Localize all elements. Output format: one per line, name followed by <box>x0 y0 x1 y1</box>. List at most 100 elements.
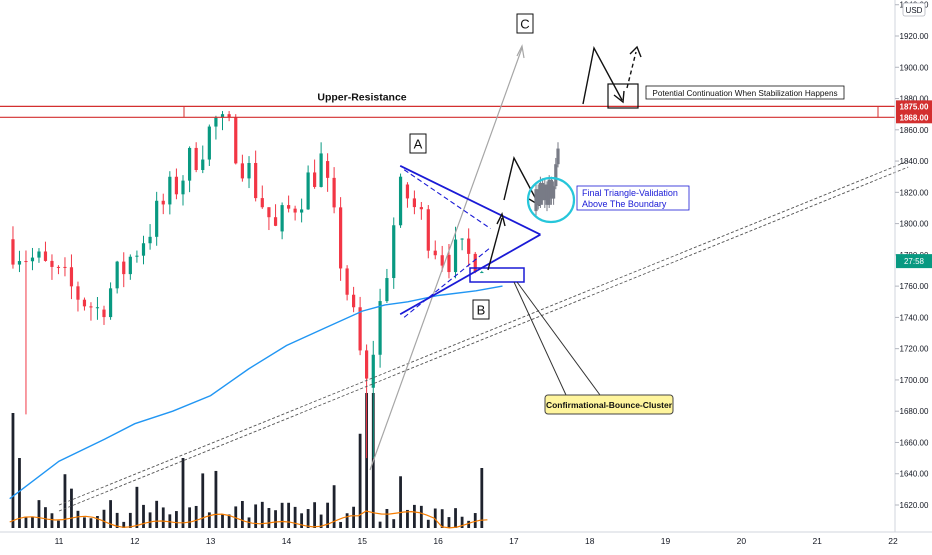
candle-body <box>82 299 87 307</box>
volume-bar <box>175 511 178 528</box>
volume-bar <box>76 510 80 528</box>
candle-body <box>128 256 132 275</box>
candle-body <box>141 243 146 256</box>
x-tick-label: 22 <box>888 536 898 546</box>
channel-line-upper <box>58 160 909 506</box>
zigzag-arrow <box>503 156 539 204</box>
y-tick-label: 1800.00 <box>900 220 929 229</box>
x-tick-label: 19 <box>661 536 671 546</box>
volume-bar <box>115 512 119 528</box>
volume-bar <box>260 501 264 528</box>
volume-bar <box>426 519 430 528</box>
candle-body <box>287 205 291 209</box>
volume-bar <box>102 509 106 528</box>
candle-body <box>426 209 430 251</box>
candle-body <box>460 238 464 240</box>
candle-body <box>345 268 349 295</box>
volume-bar <box>96 516 99 528</box>
volume-bar <box>201 473 205 528</box>
y-tick-label: 1660.00 <box>900 438 929 447</box>
candle-body <box>280 205 284 232</box>
projection-candle-body <box>549 179 553 199</box>
candle-body <box>148 236 152 244</box>
candle-body <box>371 354 375 388</box>
projection-candle-body <box>536 189 540 205</box>
x-tick-label: 21 <box>812 536 822 546</box>
label-a: A <box>414 137 423 152</box>
candle-body <box>306 172 310 210</box>
candle-body <box>115 261 119 289</box>
volume-bar <box>460 516 464 528</box>
volume-bar <box>467 520 471 528</box>
candle-body <box>37 251 41 258</box>
candle-body <box>467 238 471 254</box>
candle-body <box>352 294 356 308</box>
volume-bar <box>168 514 172 528</box>
candle-body <box>95 307 100 309</box>
candle-body <box>267 207 271 218</box>
candle-body <box>254 162 258 199</box>
candle-body <box>326 161 330 178</box>
continuation-label-box <box>645 85 845 100</box>
current-price-text: 27:58 <box>904 257 925 266</box>
volume-bar <box>18 458 21 528</box>
candle-body <box>122 261 126 275</box>
candle-body <box>440 255 444 266</box>
price-tag <box>896 100 932 113</box>
volume-bar <box>63 474 67 528</box>
volume-bar <box>300 513 304 528</box>
candle-body <box>155 200 159 237</box>
volume-bar <box>240 500 244 528</box>
candle-body <box>30 257 35 262</box>
x-tick-label: 14 <box>282 536 292 546</box>
candle-body <box>419 207 423 210</box>
label-c-box <box>516 13 534 34</box>
y-tick-label: 1900.00 <box>900 63 929 72</box>
candle-body <box>227 114 231 118</box>
x-tick-label: 12 <box>130 536 140 546</box>
y-tick-label: 1720.00 <box>900 345 929 354</box>
continuation-zigzag <box>582 45 623 105</box>
volume-bar <box>345 513 349 528</box>
volume-bar <box>142 504 145 528</box>
volume-bar <box>306 509 310 528</box>
volume-bar <box>50 513 54 528</box>
volume-bar <box>148 512 152 528</box>
projection-candle-body <box>547 179 551 205</box>
projection-candle-body <box>556 148 560 165</box>
volume-bar <box>254 504 258 528</box>
candle-body <box>319 153 323 187</box>
volume-bar <box>214 470 218 528</box>
arrow-up <box>487 217 503 271</box>
price-tag <box>896 111 932 124</box>
volume-bar <box>24 517 28 528</box>
candle-body <box>56 266 61 268</box>
triangle-lower-dashed <box>403 247 491 318</box>
candle-body <box>260 198 264 208</box>
volume-moving-average <box>9 510 488 529</box>
candle-body <box>473 253 477 273</box>
volume-bar <box>433 508 437 528</box>
volume-bar <box>365 393 369 528</box>
currency-label: USD <box>906 6 923 15</box>
bounce-box <box>469 267 525 283</box>
label-b-box <box>472 299 490 320</box>
volume-bar <box>440 509 444 528</box>
candle-body <box>378 301 382 355</box>
triangle-upper-dashed <box>403 169 491 229</box>
y-tick-label: 1680.00 <box>900 407 929 416</box>
volume-bar <box>392 519 396 528</box>
projection-line <box>369 47 523 471</box>
volume-bar <box>267 508 271 528</box>
volume-bar <box>161 507 165 528</box>
volume-bar <box>473 513 477 528</box>
bounce-callout-line <box>513 281 567 396</box>
currency-badge[interactable] <box>902 2 926 17</box>
price-tag-text: 1868.00 <box>900 113 929 122</box>
volume-bars <box>9 393 488 529</box>
volume-bar <box>332 485 336 528</box>
volume-bar <box>280 502 284 528</box>
volume-bar <box>181 458 185 528</box>
